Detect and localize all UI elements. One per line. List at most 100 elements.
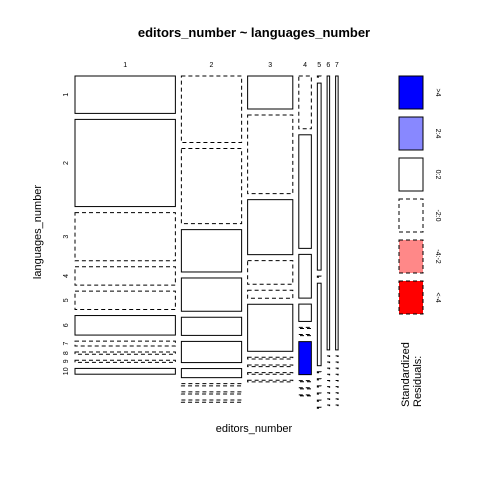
- mosaic-tile: [298, 394, 312, 397]
- mosaic-tile: [335, 361, 339, 364]
- mosaic-tile: [326, 392, 331, 394]
- chart-title: editors_number ~ languages_number: [138, 25, 370, 40]
- mosaic-tile: [316, 82, 322, 271]
- legend-swatch: [398, 239, 424, 274]
- mosaic-tile: [247, 303, 294, 352]
- mosaic-tile: [180, 316, 243, 336]
- mosaic-tile: [247, 289, 294, 299]
- mosaic-tile: [316, 275, 322, 278]
- legend-label: -2:0: [434, 209, 441, 221]
- mosaic-tile: [74, 359, 176, 363]
- mosaic-tile: [298, 326, 312, 330]
- mosaic-tile: [180, 368, 243, 379]
- mosaic-tile: [180, 75, 243, 144]
- mosaic-tile: [180, 383, 243, 387]
- mosaic-tile: [298, 387, 312, 390]
- mosaic-tile: [326, 361, 331, 364]
- mosaic-tile: [74, 75, 176, 114]
- mosaic-tile: [326, 398, 331, 400]
- mosaic-tile: [74, 212, 176, 262]
- mosaic-tile: [180, 391, 243, 395]
- mosaic-tile: [247, 379, 294, 383]
- mosaic-tile: [74, 266, 176, 286]
- mosaic-tile: [326, 367, 331, 370]
- y-axis-label: languages_number: [32, 185, 44, 280]
- column-label: 3: [268, 62, 272, 69]
- mosaic-tile: [335, 404, 339, 407]
- mosaic-tile: [74, 340, 176, 347]
- column-label: 2: [210, 62, 214, 69]
- mosaic-tile: [316, 282, 322, 367]
- mosaic-tiles: [74, 75, 339, 409]
- mosaic-tile: [335, 386, 339, 388]
- mosaic-tile: [74, 315, 176, 336]
- mosaic-tile: [298, 380, 312, 383]
- mosaic-tile: [316, 385, 322, 388]
- column-label: 1: [123, 62, 127, 69]
- row-label: 1: [63, 93, 70, 97]
- residuals-legend: Standardized Residuals: >4 2:4 0:2 -2:0 -4:-…: [398, 75, 441, 407]
- mosaic-tile: [335, 75, 339, 351]
- row-label: 8: [63, 351, 70, 355]
- mosaic-tile: [247, 114, 294, 195]
- mosaic-tile: [335, 379, 339, 382]
- legend-label: 0:2: [434, 170, 441, 180]
- mosaic-tile: [326, 404, 331, 407]
- mosaic-tile: [316, 392, 322, 395]
- column-label: 4: [303, 62, 307, 69]
- mosaic-tile: [180, 229, 243, 273]
- mosaic-tile: [326, 379, 331, 382]
- mosaic-tile: [180, 340, 243, 364]
- mosaic-tile: [74, 351, 176, 355]
- mosaic-tile: [247, 75, 294, 110]
- legend-swatch: [398, 157, 424, 192]
- row-label: 9: [63, 359, 70, 363]
- mosaic-tile: [326, 355, 331, 357]
- row-label: 4: [63, 274, 70, 278]
- mosaic-tile: [335, 398, 339, 400]
- mosaic-tile: [298, 303, 312, 322]
- mosaic-tile: [74, 118, 176, 208]
- mosaic-tile: [74, 367, 176, 375]
- legend-label: 2:4: [434, 129, 441, 139]
- legend-title-line1: Standardized: [400, 342, 412, 407]
- legend-swatch: [398, 116, 424, 151]
- legend-title-line2: Residuals:: [412, 356, 424, 407]
- mosaic-tile: [326, 373, 331, 376]
- mosaic-tile: [180, 399, 243, 403]
- mosaic-tile: [247, 364, 294, 368]
- mosaic-tile: [298, 334, 312, 337]
- column-label: 6: [326, 62, 330, 69]
- column-label: 7: [335, 62, 339, 69]
- legend-label: -4:-2: [434, 249, 441, 264]
- row-label: 2: [63, 161, 70, 165]
- mosaic-tile: [180, 148, 243, 225]
- mosaic-tile: [316, 378, 322, 381]
- legend-swatch: [398, 280, 424, 315]
- mosaic-tile: [247, 372, 294, 375]
- row-label: 3: [63, 235, 70, 239]
- x-axis-label: editors_number: [216, 423, 293, 435]
- mosaic-tile: [335, 367, 339, 370]
- column-label: 5: [317, 62, 321, 69]
- mosaic-tile: [298, 253, 312, 299]
- mosaic-tile: [247, 260, 294, 285]
- mosaic-tile: [74, 290, 176, 311]
- mosaic-tile: [316, 371, 322, 374]
- mosaic-tile: [335, 355, 339, 357]
- mosaic-tile: [180, 277, 243, 312]
- row-label: 10: [63, 367, 70, 375]
- mosaic-tile: [298, 75, 312, 130]
- mosaic-tile: [247, 356, 294, 360]
- mosaic-tile: [326, 75, 331, 351]
- row-label: 6: [63, 323, 70, 327]
- mosaic-tile: [247, 199, 294, 256]
- mosaic-tile: [316, 75, 322, 78]
- row-label: 5: [63, 298, 70, 302]
- mosaic-tile: [298, 134, 312, 249]
- legend-swatch: [398, 75, 424, 110]
- mosaic-tile: [316, 399, 322, 402]
- mosaic-tile: [335, 373, 339, 376]
- legend-label: >4: [434, 89, 441, 97]
